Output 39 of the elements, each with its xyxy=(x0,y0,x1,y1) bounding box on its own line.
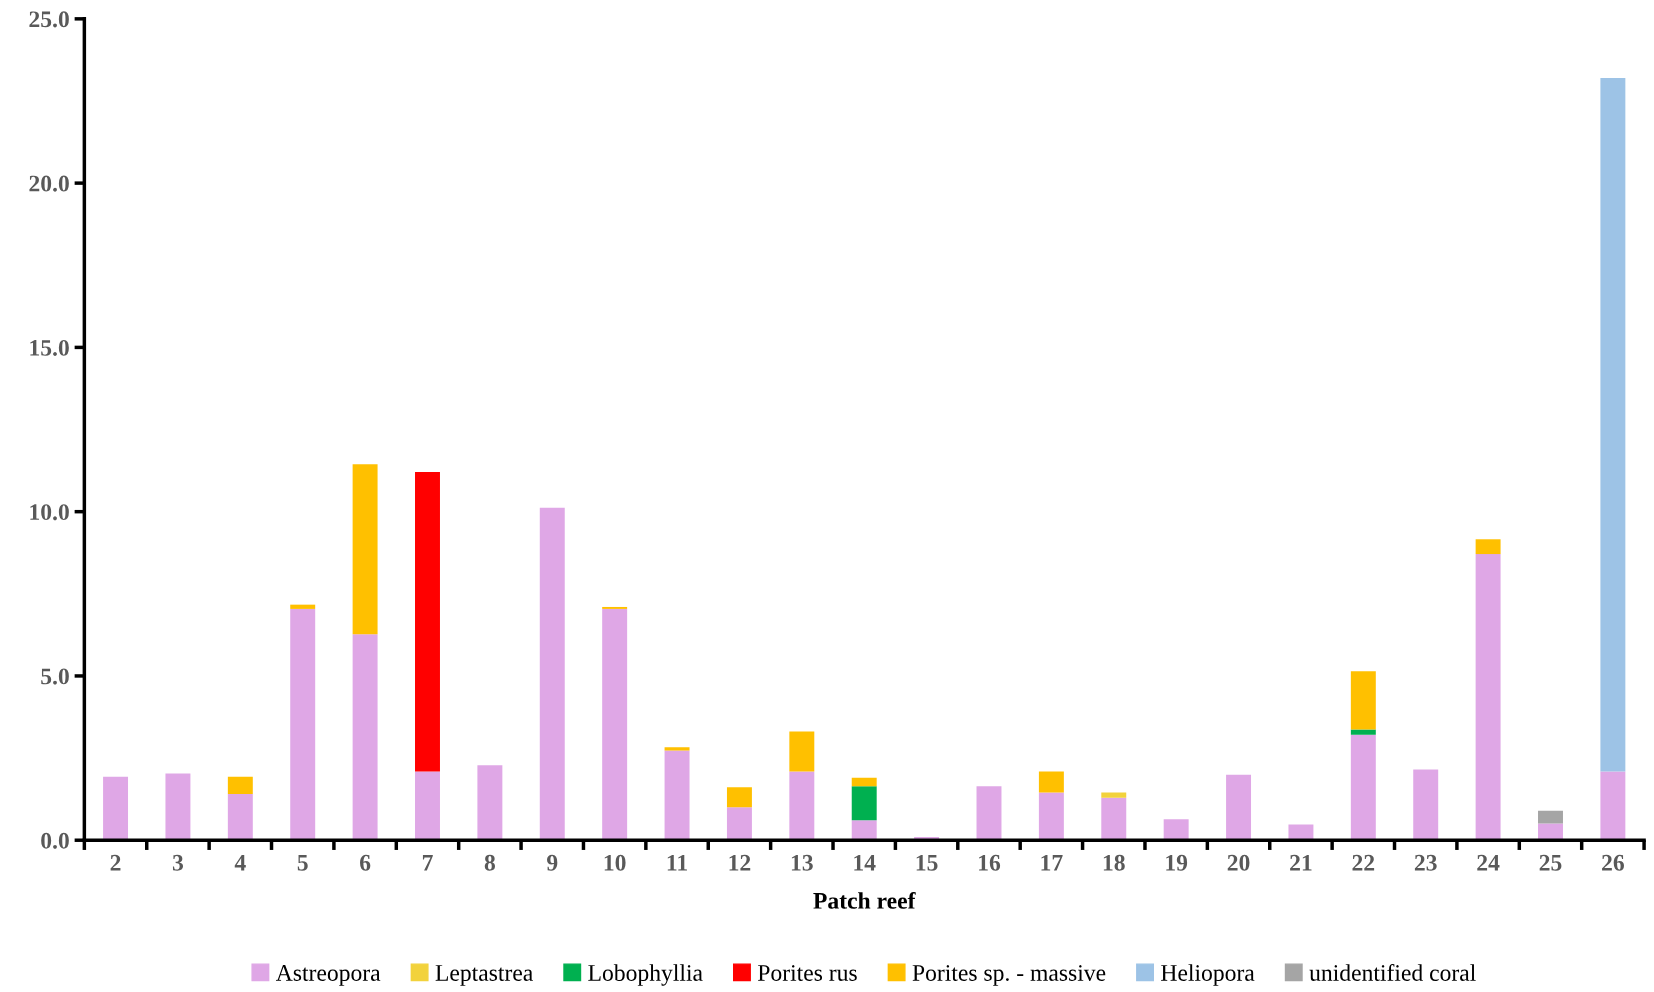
legend-label: Heliopora xyxy=(1161,964,1255,986)
x-tick-label: 26 xyxy=(1602,854,1624,871)
legend-label: unidentified coral xyxy=(1309,964,1476,981)
x-tick-label: 24 xyxy=(1477,854,1500,871)
x-tick-label: 16 xyxy=(979,854,1001,871)
x-tick-label: 25 xyxy=(1539,854,1562,871)
x-tick-label: 5 xyxy=(297,855,308,871)
x-tick-label: 17 xyxy=(1041,854,1063,871)
x-tick-label: 20 xyxy=(1227,854,1250,871)
x-tick-label: 2 xyxy=(110,854,121,871)
x-tick-label: 19 xyxy=(1166,854,1188,871)
x-axis-title: Patch reef xyxy=(813,891,916,909)
x-tick-label: 22 xyxy=(1352,854,1375,871)
x-tick-label: 13 xyxy=(791,854,813,871)
x-tick-label: 11 xyxy=(667,854,687,871)
x-tick-label: 14 xyxy=(854,854,876,871)
x-tick-label: 9 xyxy=(547,854,558,871)
x-tick-label: 21 xyxy=(1290,854,1312,871)
x-tick-label: 3 xyxy=(172,854,184,871)
x-tick-label: 7 xyxy=(422,855,433,871)
x-tick-label: 15 xyxy=(916,854,938,871)
legend-label: Lobophyllia xyxy=(588,964,703,986)
legend-label: Porites rus xyxy=(757,965,857,981)
x-tick-label: 18 xyxy=(1103,854,1125,871)
x-tick-label: 8 xyxy=(484,854,495,871)
y-tick-label: 5.0 xyxy=(41,668,69,685)
x-tick-label: 4 xyxy=(234,854,246,871)
y-tick-label: 25.0 xyxy=(29,11,69,28)
y-tick-label: 10.0 xyxy=(30,504,69,521)
legend-label: Porites sp. - massive xyxy=(912,965,1106,986)
x-tick-label: 10 xyxy=(604,854,626,871)
y-tick-label: 0.0 xyxy=(41,832,69,849)
x-tick-label: 12 xyxy=(729,854,751,871)
y-tick-label: 15.0 xyxy=(30,339,69,356)
legend-label: Leptastrea xyxy=(435,965,533,986)
y-tick-label: 20.0 xyxy=(29,175,69,192)
x-tick-label: 23 xyxy=(1414,854,1437,871)
legend-label: Astreopora xyxy=(275,965,381,986)
x-tick-label: 6 xyxy=(360,854,371,871)
